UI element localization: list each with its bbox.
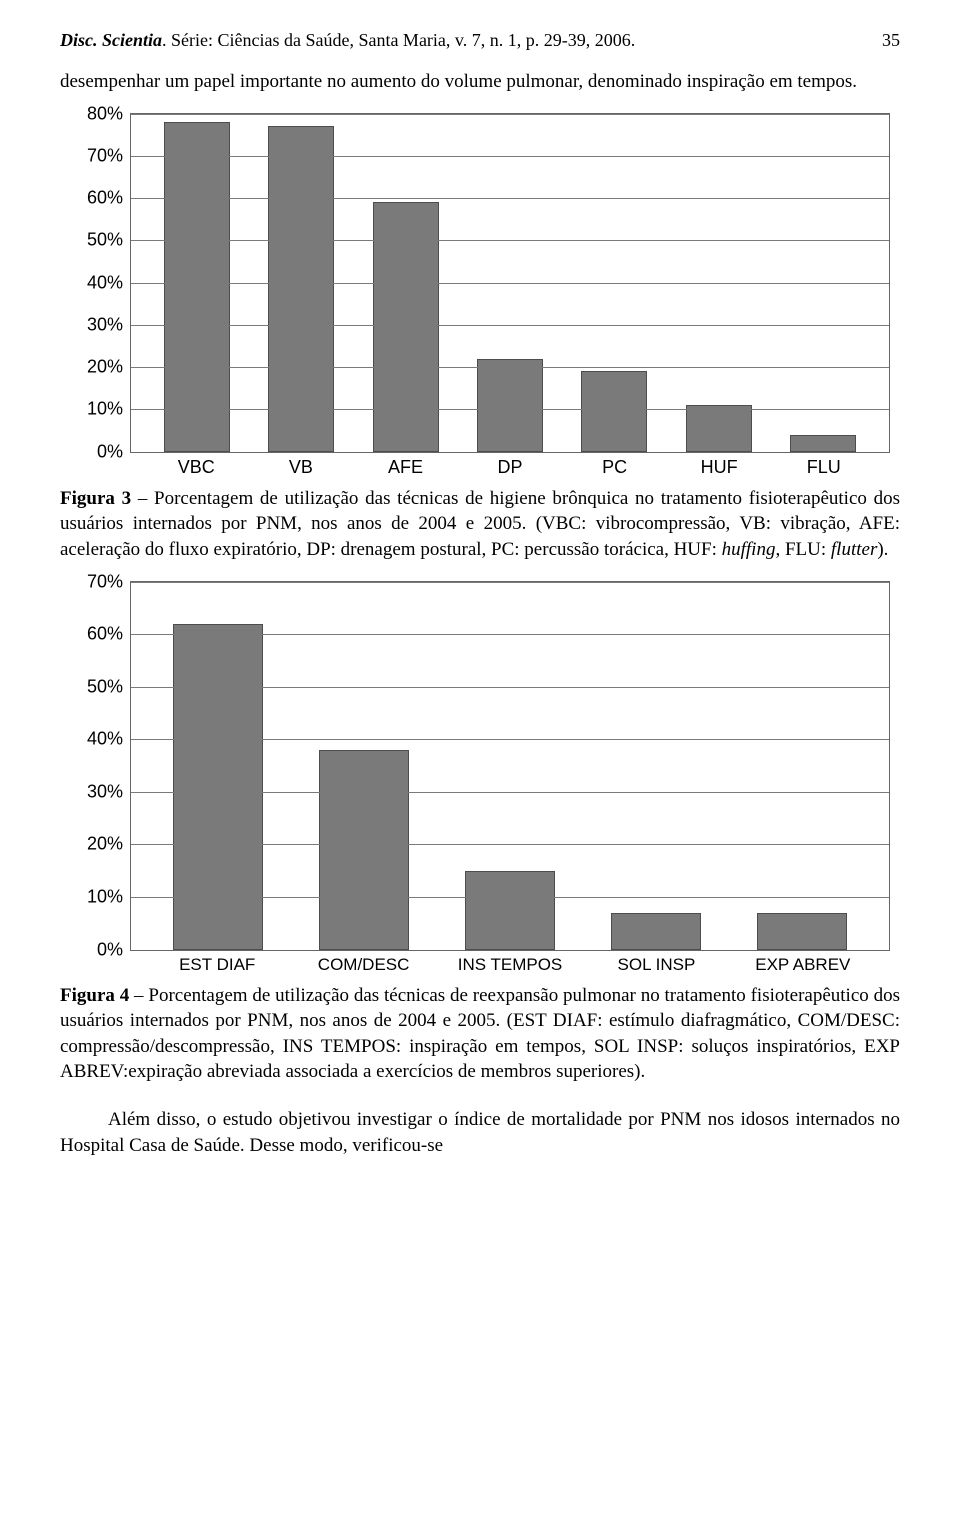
y-axis-label: 80% — [69, 103, 123, 124]
journal-title-italic: Disc. Scientia — [60, 30, 162, 50]
gridline — [131, 582, 889, 583]
journal-ref: Disc. Scientia. Série: Ciências da Saúde… — [60, 30, 635, 51]
gridline — [131, 283, 889, 284]
figure-3-caption: Figura 3 – Porcentagem de utilização das… — [60, 486, 900, 563]
figure-4-plot: 0%10%20%30%40%50%60%70% — [130, 581, 890, 951]
figure-3-label: Figura 3 — [60, 488, 131, 509]
figure-3-italic-1: huffing — [722, 539, 776, 560]
bar — [686, 405, 752, 451]
y-axis-label: 60% — [69, 188, 123, 209]
figure-4-bars — [131, 582, 889, 950]
gridline — [131, 114, 889, 115]
x-axis-label: HUF — [667, 457, 772, 478]
journal-title-rest: . Série: Ciências da Saúde, Santa Maria,… — [162, 30, 635, 50]
y-axis-label: 0% — [69, 441, 123, 462]
page-number: 35 — [882, 30, 900, 51]
y-axis-label: 40% — [69, 729, 123, 750]
gridline — [131, 325, 889, 326]
figure-4-xlabels: EST DIAFCOM/DESCINS TEMPOSSOL INSPEXP AB… — [130, 951, 890, 975]
y-axis-label: 20% — [69, 357, 123, 378]
gridline — [131, 844, 889, 845]
gridline — [131, 792, 889, 793]
figure-4-caption-text: – Porcentagem de utilização das técnicas… — [60, 985, 900, 1083]
x-axis-label: INS TEMPOS — [437, 955, 583, 975]
gridline — [131, 634, 889, 635]
y-axis-label: 30% — [69, 781, 123, 802]
paragraph-bottom: Além disso, o estudo objetivou investiga… — [60, 1107, 900, 1158]
figure-3-caption-part2: , FLU: — [775, 539, 830, 560]
gridline — [131, 240, 889, 241]
gridline — [131, 687, 889, 688]
y-axis-label: 0% — [69, 939, 123, 960]
figure-3-chart: 0%10%20%30%40%50%60%70%80% VBCVBAFEDPPCH… — [70, 113, 890, 478]
x-axis-label: PC — [562, 457, 667, 478]
bar — [611, 913, 701, 950]
figure-3-caption-part3: ). — [877, 539, 888, 560]
x-axis-label: DP — [458, 457, 563, 478]
bar — [581, 371, 647, 451]
gridline — [131, 198, 889, 199]
x-axis-label: AFE — [353, 457, 458, 478]
bar — [268, 126, 334, 451]
gridline — [131, 739, 889, 740]
x-axis-label: VBC — [144, 457, 249, 478]
figure-4-chart: 0%10%20%30%40%50%60%70% EST DIAFCOM/DESC… — [70, 581, 890, 975]
y-axis-label: 70% — [69, 571, 123, 592]
bar — [477, 359, 543, 452]
x-axis-label: FLU — [771, 457, 876, 478]
figure-3-xlabels: VBCVBAFEDPPCHUFFLU — [130, 453, 890, 478]
bar — [164, 122, 230, 452]
y-axis-label: 10% — [69, 886, 123, 907]
x-axis-label: SOL INSP — [583, 955, 729, 975]
figure-3-italic-2: flutter — [831, 539, 877, 560]
gridline — [131, 897, 889, 898]
figure-3-plot: 0%10%20%30%40%50%60%70%80% — [130, 113, 890, 453]
y-axis-label: 10% — [69, 399, 123, 420]
bar — [319, 750, 409, 950]
y-axis-label: 40% — [69, 272, 123, 293]
y-axis-label: 50% — [69, 676, 123, 697]
bar — [757, 913, 847, 950]
x-axis-label: EXP ABREV — [730, 955, 876, 975]
x-axis-label: COM/DESC — [290, 955, 436, 975]
bar — [790, 435, 856, 452]
y-axis-label: 30% — [69, 314, 123, 335]
gridline — [131, 156, 889, 157]
y-axis-label: 60% — [69, 624, 123, 645]
running-header: Disc. Scientia. Série: Ciências da Saúde… — [60, 30, 900, 51]
y-axis-label: 20% — [69, 834, 123, 855]
bar — [465, 871, 555, 950]
figure-4-label: Figura 4 — [60, 985, 129, 1006]
x-axis-label: VB — [249, 457, 354, 478]
bar — [173, 624, 263, 950]
gridline — [131, 367, 889, 368]
x-axis-label: EST DIAF — [144, 955, 290, 975]
figure-4-caption: Figura 4 – Porcentagem de utilização das… — [60, 983, 900, 1086]
paragraph-top: desempenhar um papel importante no aumen… — [60, 69, 900, 95]
y-axis-label: 70% — [69, 145, 123, 166]
y-axis-label: 50% — [69, 230, 123, 251]
gridline — [131, 409, 889, 410]
